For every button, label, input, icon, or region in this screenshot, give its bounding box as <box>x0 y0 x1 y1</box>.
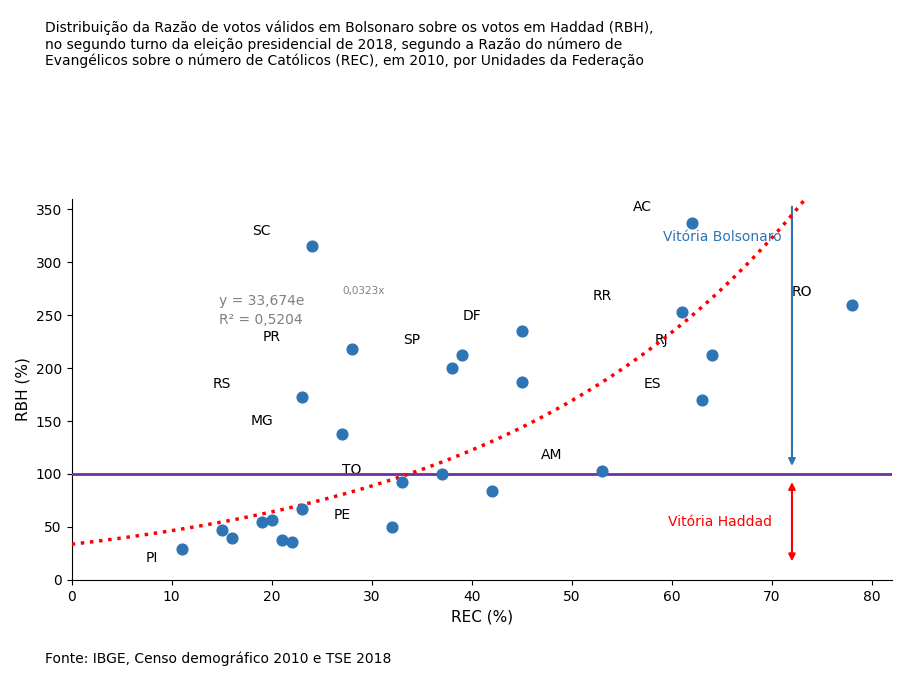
Point <box>484 486 499 496</box>
Point <box>705 350 719 361</box>
Point <box>255 516 269 527</box>
Point <box>275 534 289 545</box>
Text: MG: MG <box>250 414 273 428</box>
Point <box>295 391 309 402</box>
Point <box>844 299 859 310</box>
Text: PE: PE <box>333 508 350 522</box>
Text: Fonte: IBGE, Censo demográfico 2010 e TSE 2018: Fonte: IBGE, Censo demográfico 2010 e TS… <box>45 652 392 666</box>
Point <box>685 218 699 228</box>
Text: DF: DF <box>463 309 482 322</box>
Text: SC: SC <box>252 224 271 238</box>
Text: Distribuição da Razão de votos válidos em Bolsonaro sobre os votos em Haddad (RB: Distribuição da Razão de votos válidos e… <box>45 20 654 69</box>
Point <box>454 350 469 361</box>
Text: AM: AM <box>541 448 562 462</box>
Text: Vitória Haddad: Vitória Haddad <box>668 515 772 528</box>
Point <box>345 343 359 354</box>
Point <box>214 525 229 536</box>
Point <box>395 477 409 488</box>
Text: y = 33,674e: y = 33,674e <box>219 294 305 308</box>
Text: AC: AC <box>632 201 651 214</box>
Text: RS: RS <box>212 377 231 392</box>
Point <box>224 532 239 543</box>
Point <box>285 537 299 547</box>
Y-axis label: RBH (%): RBH (%) <box>15 357 30 421</box>
Point <box>514 377 529 388</box>
Text: RR: RR <box>592 290 611 303</box>
Point <box>434 469 449 479</box>
Point <box>675 307 689 318</box>
Point <box>265 514 279 525</box>
Point <box>305 241 319 252</box>
Text: 0,0323x: 0,0323x <box>342 286 385 296</box>
Text: PI: PI <box>145 551 158 565</box>
Point <box>695 394 709 405</box>
Text: RJ: RJ <box>655 333 668 347</box>
Point <box>514 326 529 337</box>
Text: ES: ES <box>643 377 660 392</box>
Text: Vitória Bolsonaro: Vitória Bolsonaro <box>663 231 782 244</box>
Point <box>595 465 610 476</box>
Text: SP: SP <box>404 333 420 347</box>
Point <box>295 503 309 514</box>
Point <box>335 428 349 439</box>
X-axis label: REC (%): REC (%) <box>451 609 512 624</box>
Text: PR: PR <box>263 330 281 343</box>
Point <box>444 362 459 373</box>
Text: RO: RO <box>792 285 812 299</box>
Point <box>385 522 399 532</box>
Text: R² = 0,5204: R² = 0,5204 <box>219 313 303 328</box>
Point <box>174 544 189 555</box>
Text: TO: TO <box>342 463 362 477</box>
